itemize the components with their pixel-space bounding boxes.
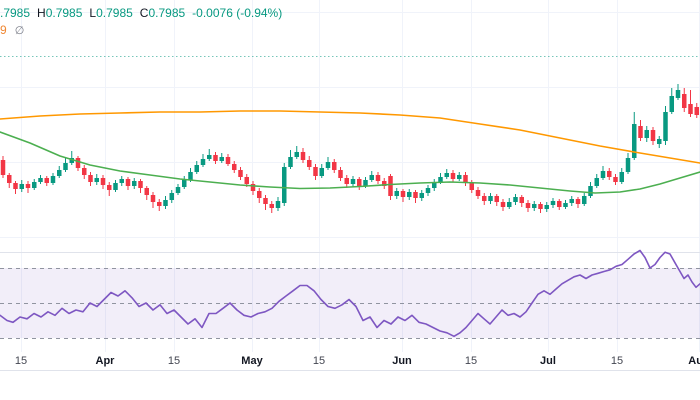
ohlc-values-row: .7985 H0.7985 L0.7985 C0.7985 -0.0076 (-0.94… <box>0 6 282 21</box>
axis-month-label: Apr <box>95 355 115 367</box>
low-label: L <box>89 6 97 20</box>
time-axis[interactable]: 15 Apr 15 May 15 Jun 15 Jul 15 Aug <box>0 352 700 370</box>
null-value-icon: ∅ <box>14 25 25 37</box>
close-value: 0.7985 <box>148 6 186 20</box>
ohlc-legend: .7985 H0.7985 L0.7985 C0.7985 -0.0076 (-0.94… <box>0 6 282 39</box>
open-value: .7985 <box>0 6 31 20</box>
ma-legend-value: 9 <box>0 23 7 37</box>
rsi-band <box>0 268 700 338</box>
high-label: H <box>37 6 46 20</box>
close-label: C <box>139 6 149 20</box>
ma-slow-orange <box>0 110 700 164</box>
high-value: 0.7985 <box>45 6 83 20</box>
gridlines <box>0 0 700 352</box>
axis-day-label: 15 <box>14 355 28 367</box>
axis-day-label: 15 <box>312 355 326 367</box>
low-value: 0.7985 <box>96 6 133 20</box>
ma-fast-green <box>0 131 700 194</box>
axis-day-label: 15 <box>610 355 624 367</box>
axis-day-label: 15 <box>167 355 181 367</box>
axis-month-label: Jul <box>540 355 556 367</box>
axis-day-label: 15 <box>464 355 478 367</box>
axis-month-label: May <box>241 355 263 367</box>
axis-month-label: Aug <box>688 355 700 367</box>
change-value: -0.0076 (-0.94%) <box>192 6 283 20</box>
rsi-line <box>0 249 700 338</box>
indicator-legend-row: 9 ∅ <box>0 23 282 39</box>
axis-month-label: Jun <box>392 355 412 367</box>
